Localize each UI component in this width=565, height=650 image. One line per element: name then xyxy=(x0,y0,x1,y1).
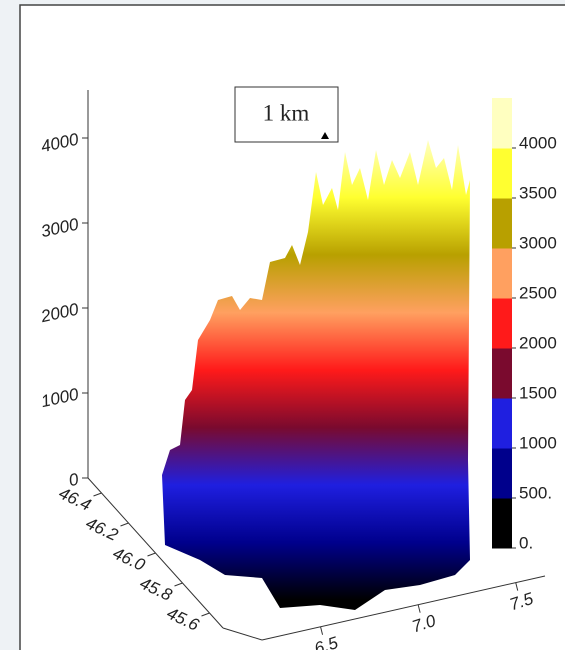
y-tick xyxy=(120,522,129,527)
colorbar-label: 0. xyxy=(519,533,533,552)
annotation-box xyxy=(234,86,339,143)
marker xyxy=(321,132,329,139)
annotation: 1 km xyxy=(263,100,310,125)
x-tick xyxy=(320,626,324,635)
colorbar-label: 2000 xyxy=(519,333,557,352)
y-tick xyxy=(147,552,156,557)
y-tick xyxy=(201,612,210,617)
colorbar-label: 2500 xyxy=(519,283,557,302)
colorbar-label: 3500 xyxy=(519,183,557,202)
z-tick-label: 0 xyxy=(67,470,81,491)
colorbar-band xyxy=(492,398,512,449)
colorbar-band xyxy=(492,498,512,549)
y-tick xyxy=(174,582,183,587)
colorbar-band xyxy=(492,98,512,149)
colorbar-band xyxy=(492,448,512,499)
colorbar-band xyxy=(492,148,512,199)
axis-connector xyxy=(222,627,263,641)
x-axis-line xyxy=(261,575,546,641)
x-tick xyxy=(515,582,519,591)
x-tick xyxy=(417,604,421,613)
colorbar-label: 4000 xyxy=(519,133,557,152)
colorbar-band xyxy=(492,298,512,349)
colorbar-band xyxy=(492,348,512,399)
x-tick-label: 6.5 xyxy=(312,633,341,650)
colorbar-band xyxy=(492,248,512,299)
y-tick xyxy=(93,492,102,497)
colorbar-label: 3000 xyxy=(519,233,557,252)
colorbar-label: 1500 xyxy=(519,383,557,402)
colorbar-label: 500. xyxy=(519,483,552,502)
colorbar-band xyxy=(492,198,512,249)
terrain-surface xyxy=(162,140,470,610)
colorbar-label: 1000 xyxy=(519,433,557,452)
